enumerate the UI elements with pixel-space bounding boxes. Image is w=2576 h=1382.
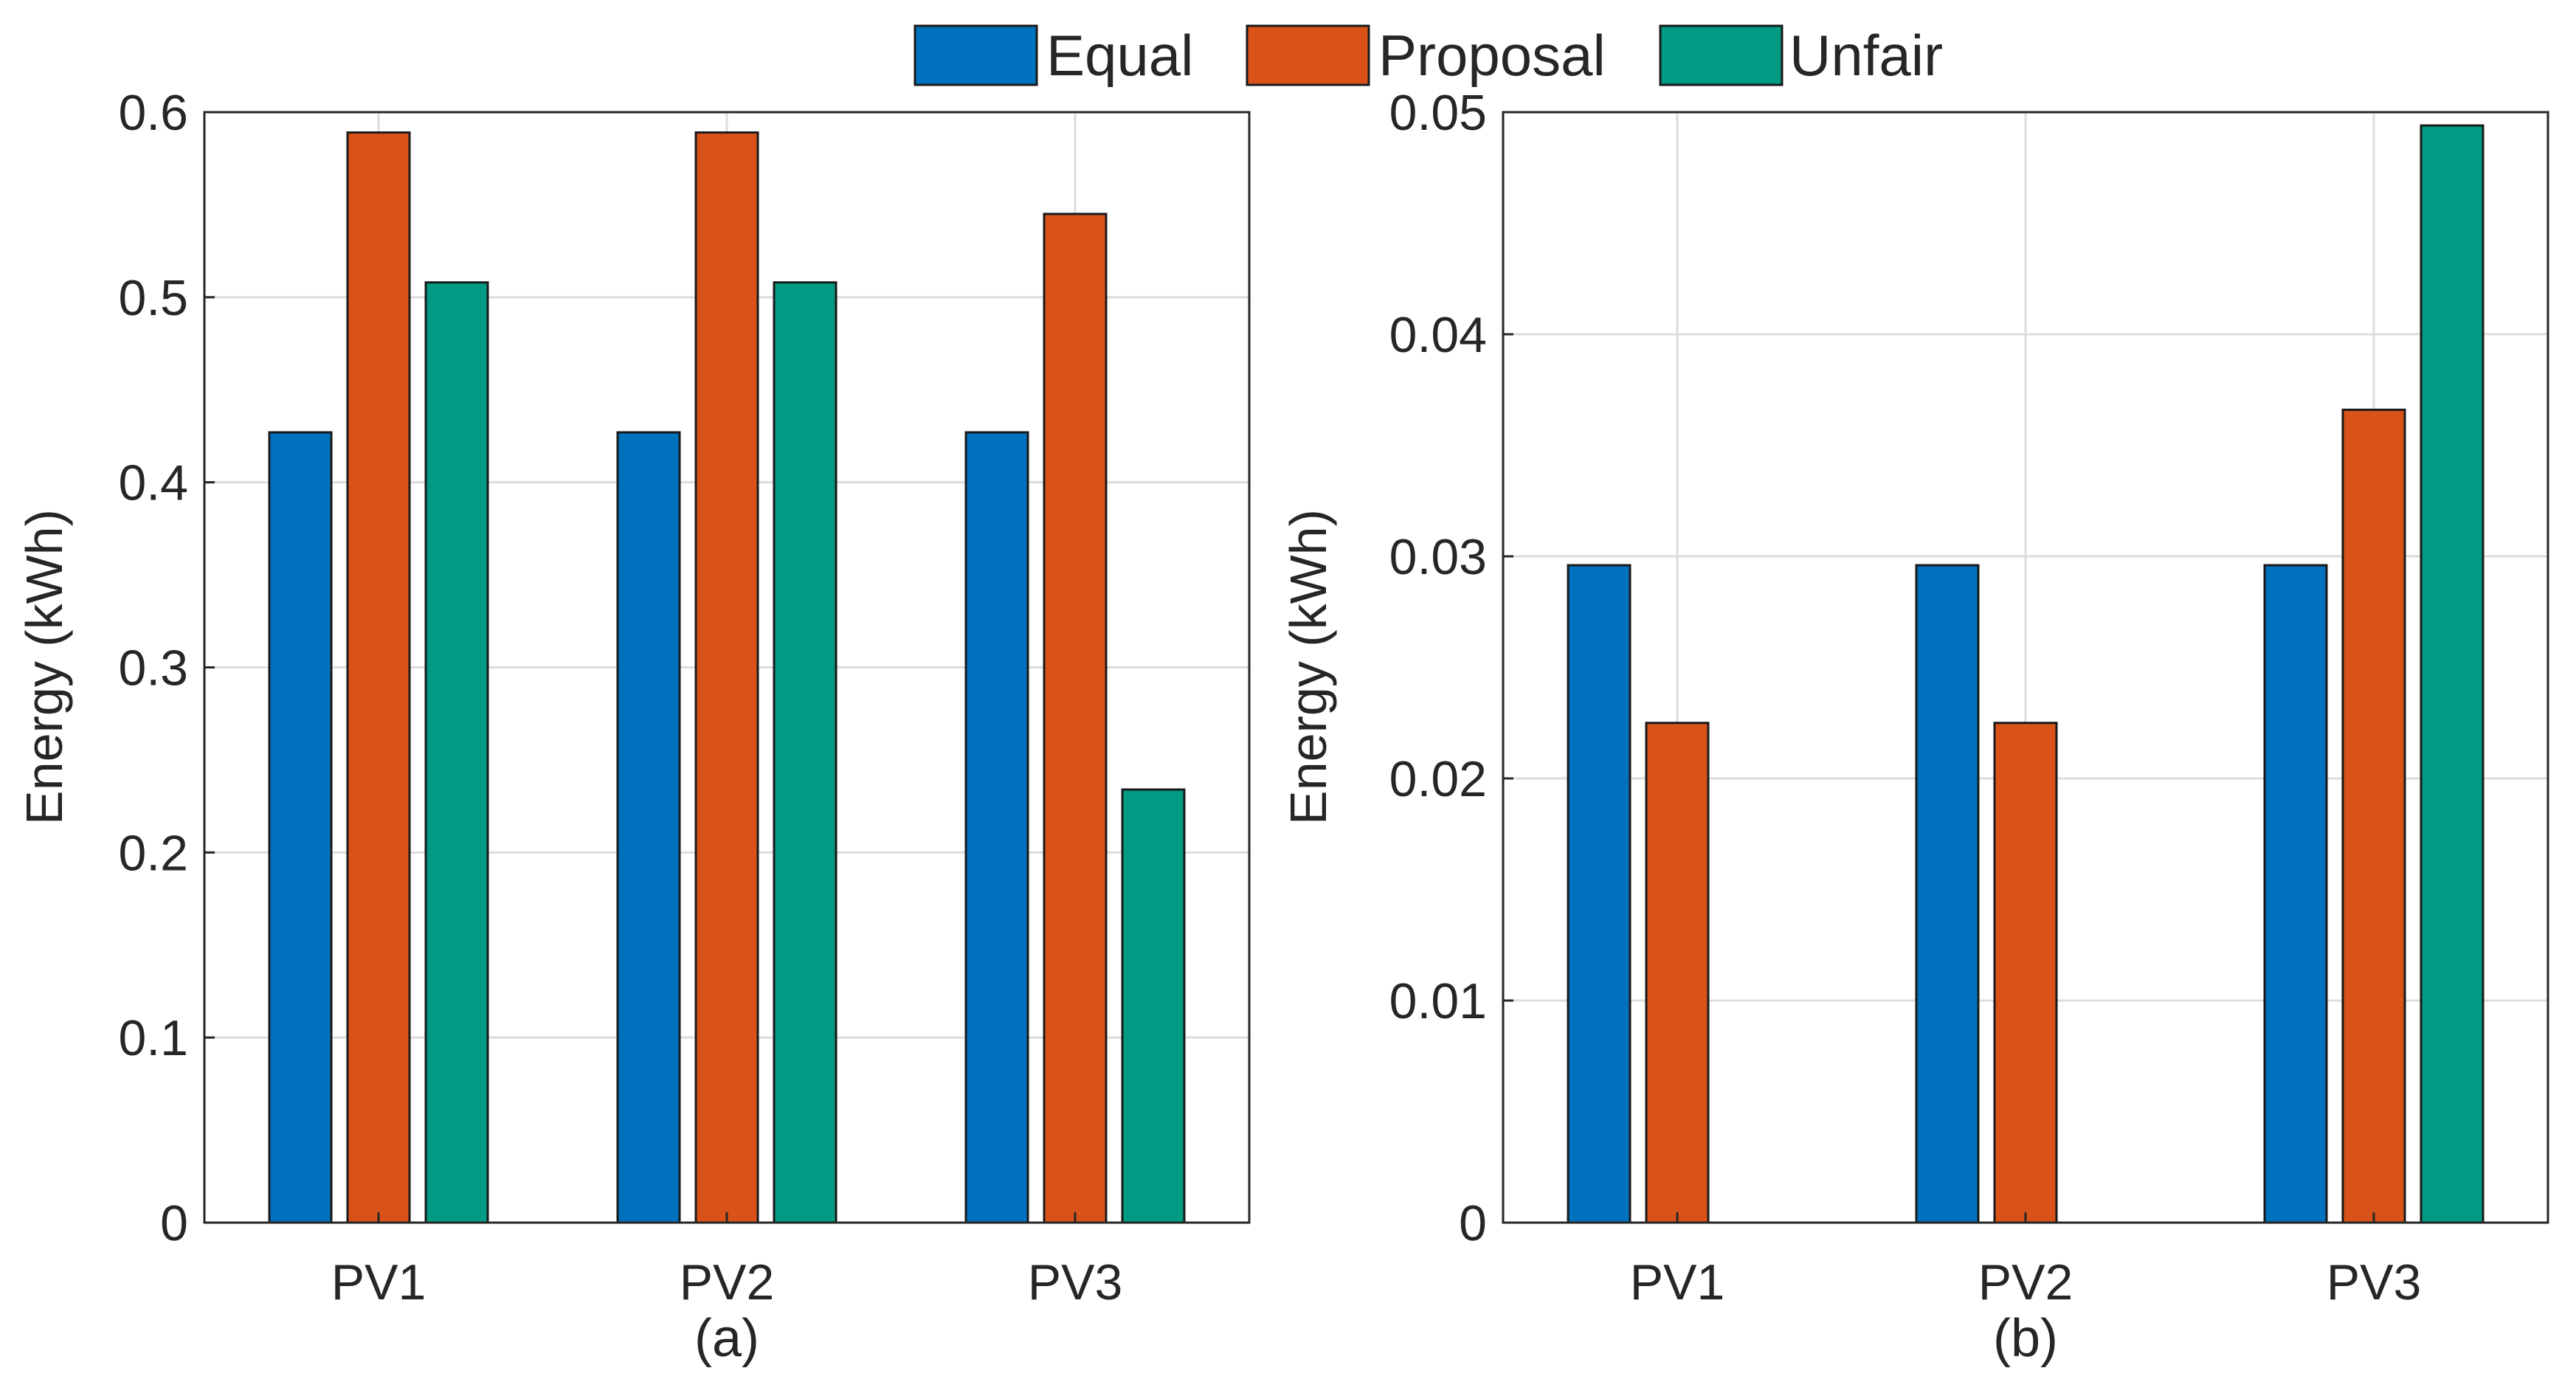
chart-a-ytick-label: 0 [160,1195,188,1251]
chart-b-xtick-label: PV3 [2327,1254,2422,1310]
chart-b-ytick-label: 0.05 [1389,85,1487,141]
chart-b-ytick-label: 0.02 [1389,751,1487,807]
chart-b-ytick-label: 0.04 [1389,307,1487,363]
chart-b-ylabel: Energy (kWh) [1280,509,1337,825]
legend: Equal Proposal Unfair [914,23,1943,88]
chart-b-bar-proposal-pv3 [2341,408,2406,1224]
legend-swatch-equal [914,24,1038,86]
chart-b-bar-equal-pv3 [2263,564,2328,1224]
chart-a-bar-equal-pv1 [268,431,333,1224]
chart-a: 0 0.1 0.2 0.3 0.4 0.5 0.6 PV1 PV2 PV3 Energy (kW… [15,85,1251,1368]
chart-a-xtick-label: PV3 [1028,1254,1123,1310]
chart-a-subtitle: (a) [694,1309,759,1368]
chart-b-yticks: 0 0.01 0.02 0.03 0.04 0.05 [1389,85,1513,1251]
chart-b: 0 0.01 0.02 0.03 0.04 0.05 PV1 PV2 PV3 Energy (… [1280,85,2549,1368]
chart-a-xtick-label: PV1 [331,1254,427,1310]
chart-a-ytick-label: 0.5 [118,270,188,326]
chart-b-xticks: PV1 PV2 PV3 [1630,1212,2422,1310]
chart-b-xtick-label: PV1 [1630,1254,1725,1310]
legend-swatch-proposal [1246,24,1370,86]
legend-label-unfair: Unfair [1789,23,1943,88]
chart-a-ytick-label: 0.2 [118,825,188,881]
chart-b-bar-proposal-pv2 [1993,722,2058,1224]
chart-b-bar-unfair-pv3 [2420,124,2485,1224]
chart-a-bar-unfair-pv3 [1121,788,1186,1224]
chart-b-ytick-label: 0 [1459,1195,1487,1251]
chart-a-bar-equal-pv2 [616,431,681,1224]
chart-a-ytick-label: 0.6 [118,85,188,141]
chart-a-bar-proposal-pv2 [694,131,759,1224]
chart-b-ytick-label: 0.03 [1389,529,1487,585]
chart-a-bar-proposal-pv3 [1043,213,1108,1224]
chart-a-bar-equal-pv3 [964,431,1029,1224]
chart-b-xtick-label: PV2 [1978,1254,2073,1310]
chart-a-ylabel: Energy (kWh) [15,509,73,825]
chart-a-xticks: PV1 PV2 PV3 [331,1212,1123,1310]
legend-label-proposal: Proposal [1378,23,1606,88]
chart-a-xtick-label: PV2 [680,1254,775,1310]
chart-a-ytick-label: 0.4 [118,455,188,511]
chart-a-ytick-label: 0.1 [118,1010,188,1066]
legend-label-equal: Equal [1046,23,1194,88]
chart-a-yticks: 0 0.1 0.2 0.3 0.4 0.5 0.6 [118,85,215,1251]
legend-swatch-unfair [1659,24,1783,86]
chart-a-ytick-label: 0.3 [118,640,188,697]
chart-b-subtitle: (b) [1993,1309,2058,1368]
chart-b-bar-equal-pv2 [1915,564,1980,1224]
chart-a-bar-proposal-pv1 [346,131,411,1224]
chart-b-ytick-label: 0.01 [1389,973,1487,1029]
chart-a-bars [268,131,1186,1224]
chart-a-bar-unfair-pv2 [773,281,838,1224]
chart-b-bar-equal-pv1 [1567,564,1631,1224]
chart-b-bar-proposal-pv1 [1645,722,1710,1224]
chart-a-bar-unfair-pv1 [424,281,489,1224]
